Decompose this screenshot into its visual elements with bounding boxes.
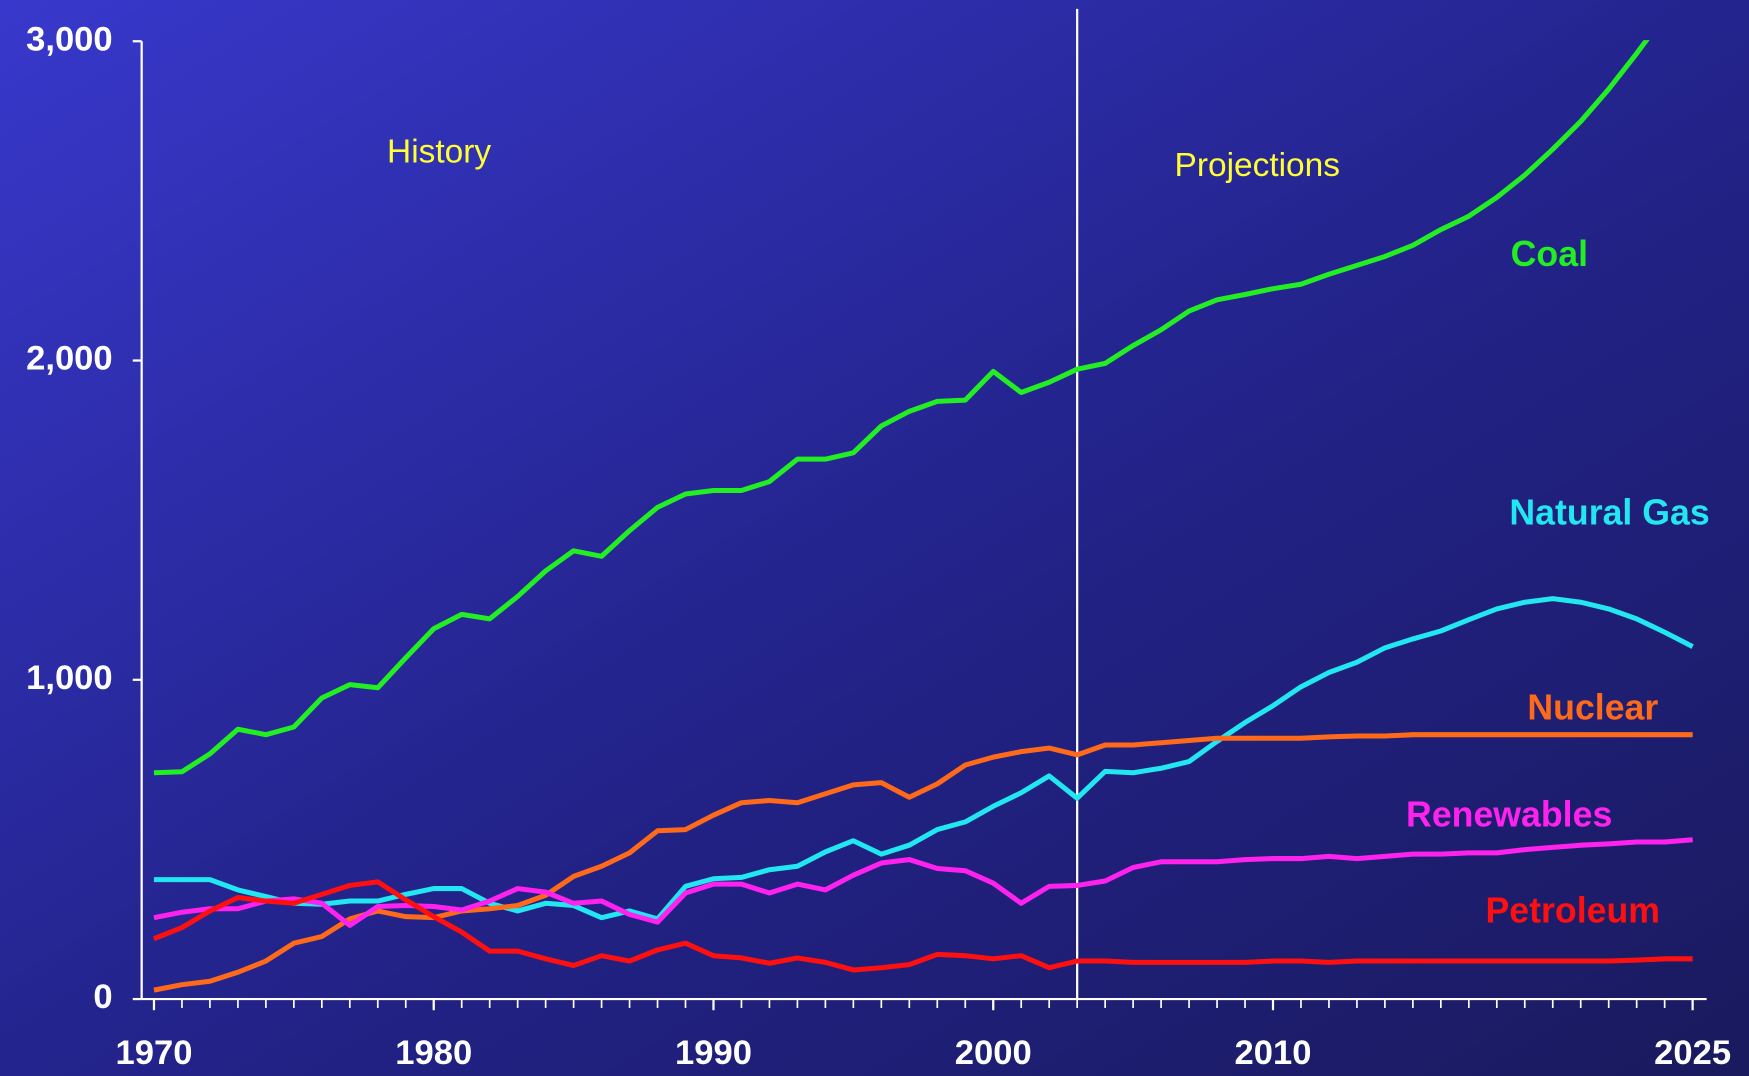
y-tick-label: 2,000 <box>26 340 113 378</box>
y-tick-label: 1,000 <box>26 659 113 697</box>
series-label: Petroleum <box>1486 891 1660 931</box>
series-line <box>153 596 1694 922</box>
y-tick-label: 3,000 <box>26 20 113 58</box>
series-line <box>153 837 1693 928</box>
series-line <box>153 40 1650 776</box>
series-label: Nuclear <box>1527 688 1658 728</box>
x-tick-label: 1980 <box>395 1034 472 1072</box>
series-line <box>153 732 1693 993</box>
x-tick-label: 1970 <box>116 1034 193 1072</box>
annotation: History <box>387 134 491 171</box>
series-label: Natural Gas <box>1509 493 1709 533</box>
series-label: Coal <box>1511 234 1588 274</box>
x-tick-label: 2025 <box>1654 1034 1731 1072</box>
series-line <box>153 879 1693 973</box>
annotation: Projections <box>1175 147 1340 184</box>
x-tick-label: 2010 <box>1235 1034 1312 1072</box>
y-tick-label: 0 <box>93 978 112 1016</box>
x-tick-label: 1990 <box>675 1034 752 1072</box>
x-tick-label: 2000 <box>955 1034 1032 1072</box>
series-label: Renewables <box>1406 795 1612 835</box>
